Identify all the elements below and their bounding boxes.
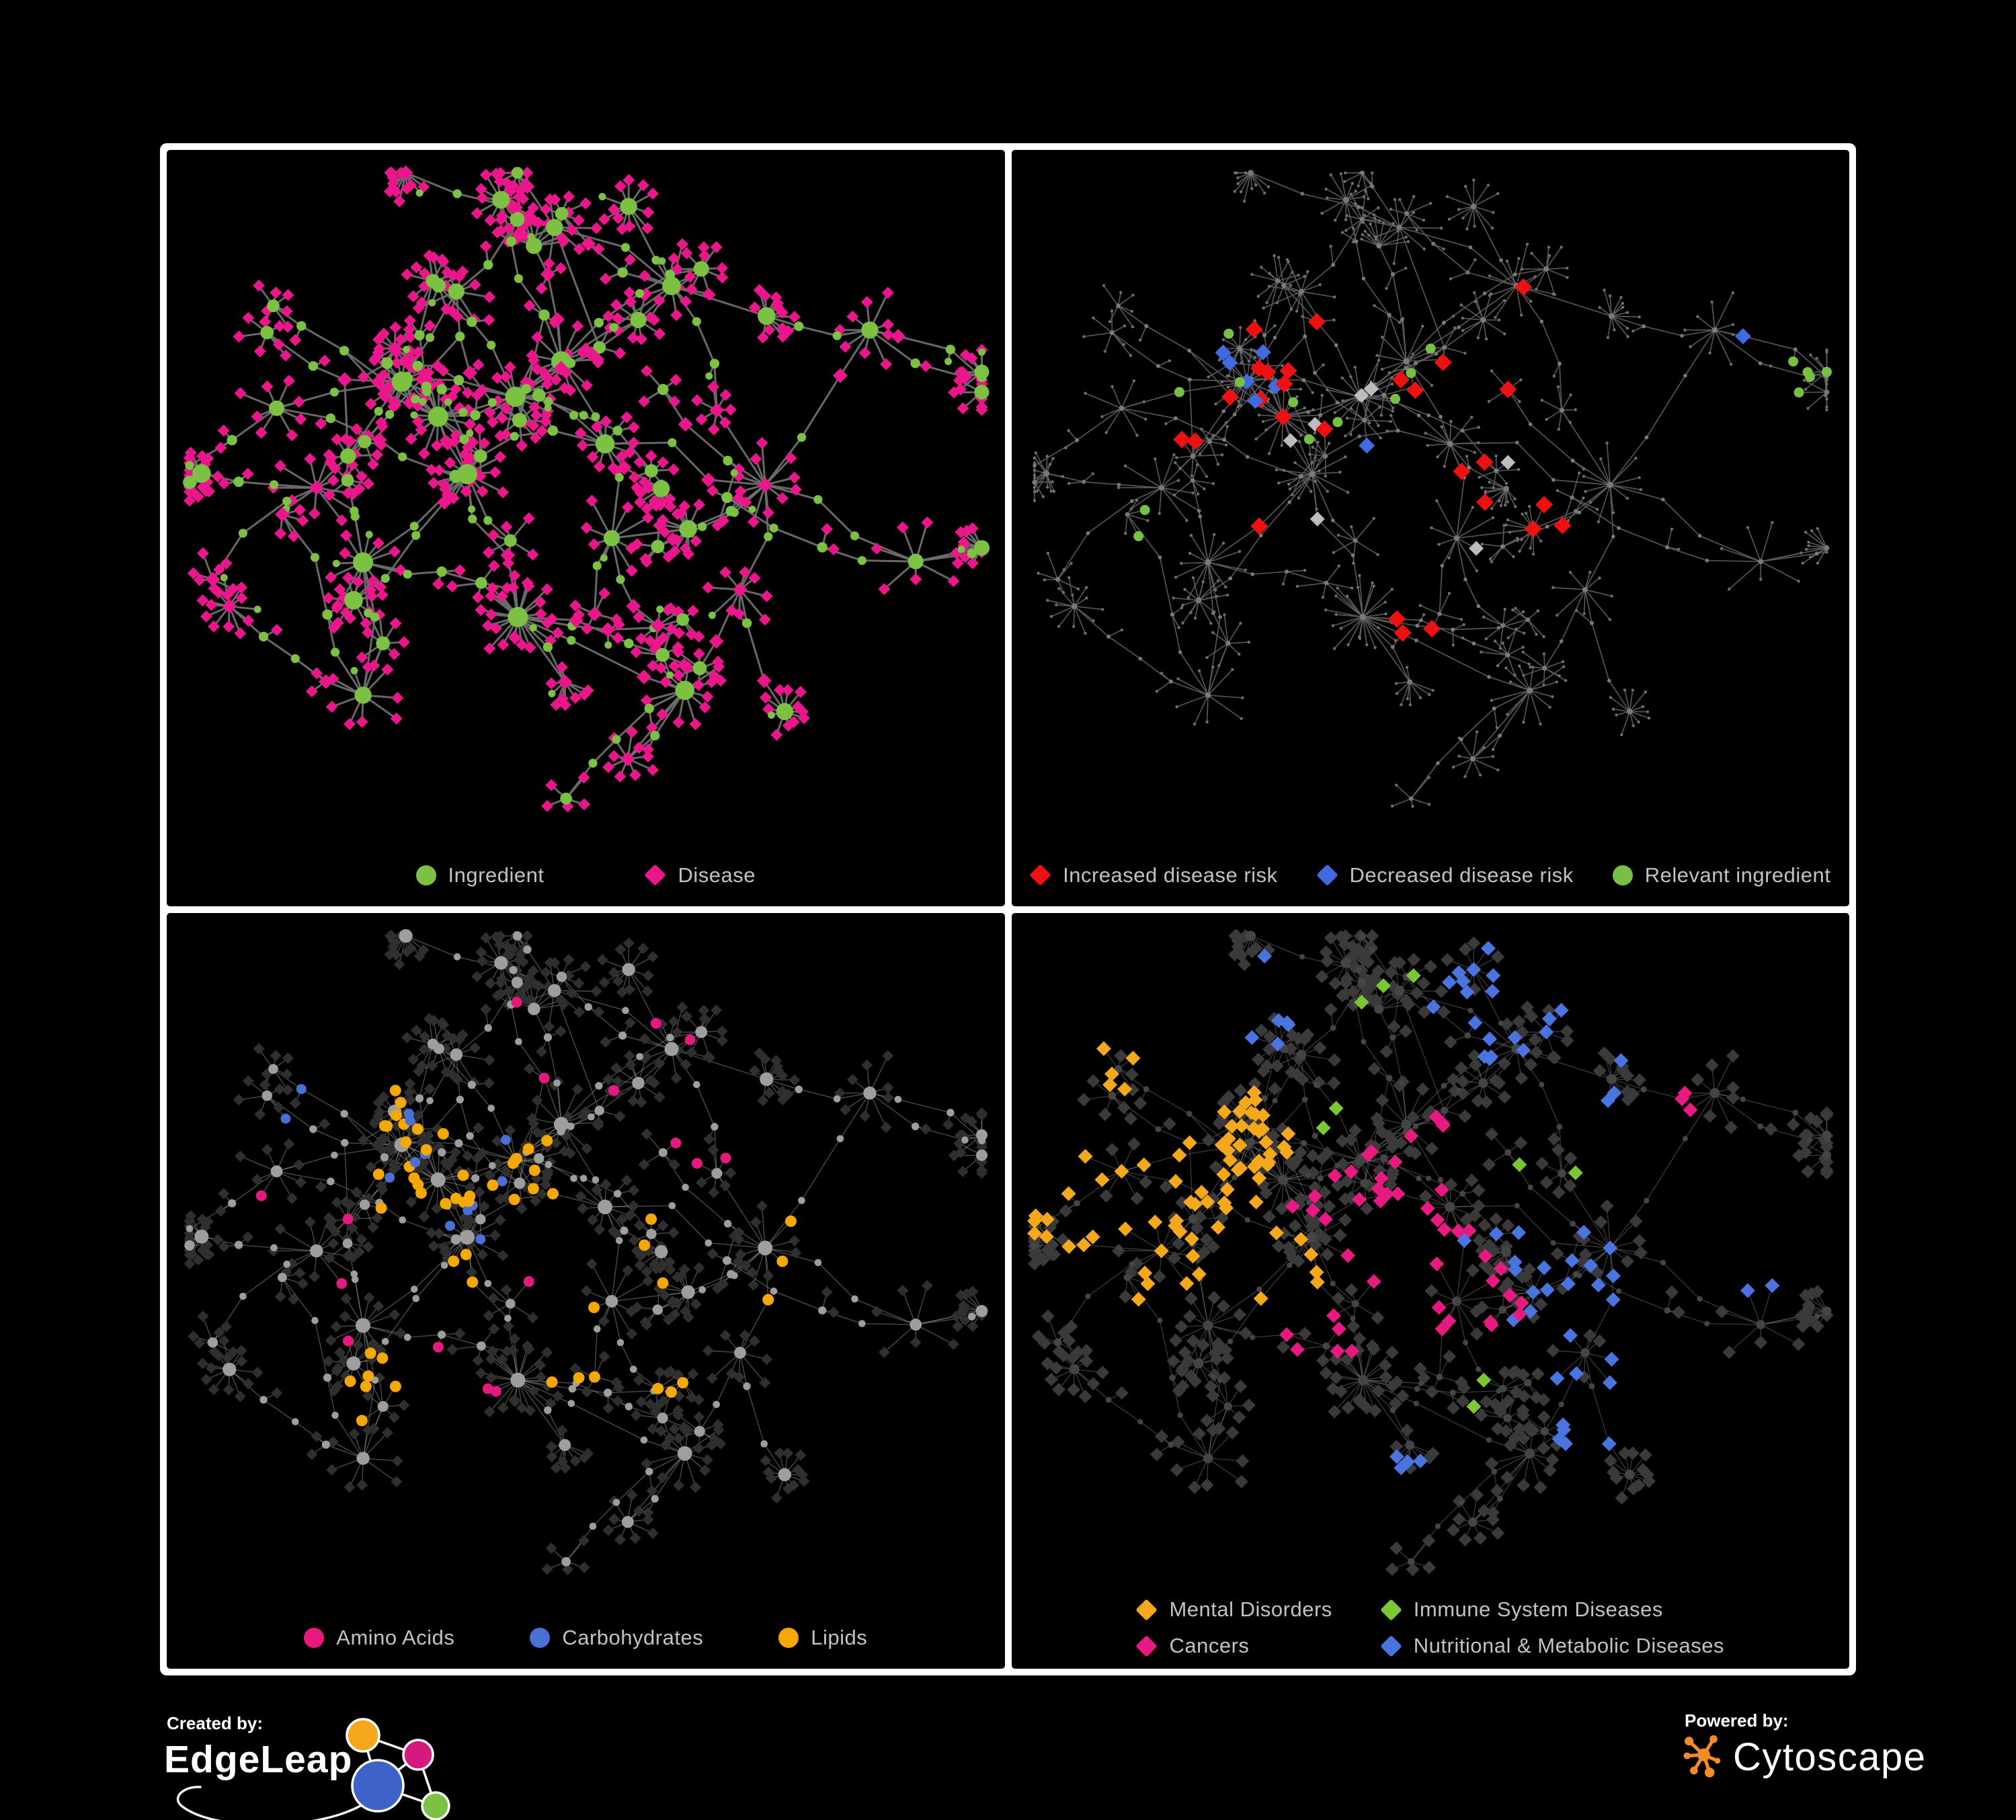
legend-swatch-circle: [304, 1628, 325, 1648]
legend-macronutrients: Amino Acids Carbohydrates Lipids: [167, 1626, 1005, 1650]
legend-swatch-circle: [778, 1628, 799, 1648]
legend-swatch-diamond: [1316, 864, 1338, 886]
legend-disease-categories: Mental Disorders Immune System Diseases Ca…: [1012, 1597, 1850, 1658]
edgeleap-brand-text: EdgeLeap: [164, 1738, 353, 1781]
edgeleap-logo: [176, 1718, 450, 1820]
legend-label: Relevant ingredient: [1644, 863, 1831, 887]
legend-item: Amino Acids: [304, 1626, 454, 1650]
edgeleap-node-orange: [346, 1718, 380, 1753]
cytoscape-brand-text: Cytoscape: [1733, 1735, 1927, 1779]
highlighted-nodes: [1026, 940, 1779, 1475]
legend-label: Carbohydrates: [562, 1626, 704, 1649]
legend-label: Lipids: [811, 1626, 868, 1649]
legend-label: Cancers: [1169, 1634, 1250, 1657]
legend-label: Increased disease risk: [1063, 863, 1278, 887]
legend-label: Ingredient: [448, 863, 545, 887]
legend-label: Disease: [678, 863, 756, 887]
created-by-label: Created by:: [167, 1713, 264, 1733]
network-graph-disease-categories: [1026, 928, 1833, 1576]
legend-swatch-circle: [1612, 865, 1633, 885]
legend-item: Lipids: [778, 1626, 867, 1650]
legend-disease-risk: Increased disease risk Decreased disease …: [1012, 863, 1850, 887]
legend-item: Cancers: [1135, 1634, 1332, 1658]
panel-macronutrients: Amino Acids Carbohydrates Lipids: [167, 912, 1005, 1669]
powered-by-label: Powered by:: [1685, 1710, 1789, 1731]
network-graph-ingredient-disease: [183, 165, 990, 813]
legend-ingredient-disease: Ingredient Disease: [167, 863, 1005, 887]
legend-item: Immune System Diseases: [1380, 1597, 1724, 1622]
network-graph-disease-risk: [1031, 169, 1832, 808]
legend-label: Immune System Diseases: [1413, 1597, 1663, 1621]
panel-grid: Ingredient Disease Increased disease risk…: [160, 143, 1856, 1675]
legend-swatch-diamond: [1029, 864, 1051, 886]
legend-item: Mental Disorders: [1135, 1597, 1332, 1622]
edgeleap-node-pink: [402, 1739, 434, 1771]
highlighted-nodes: [255, 996, 797, 1426]
edgeleap-node-green: [421, 1791, 450, 1820]
legend-swatch-diamond: [1380, 1634, 1402, 1657]
powered-by-block: Powered by: Cytoscape: [1679, 1710, 1995, 1811]
network-graph-macronutrients: [184, 928, 988, 1575]
legend-item: Decreased disease risk: [1316, 863, 1574, 887]
legend-item: Carbohydrates: [530, 1626, 703, 1650]
legend-swatch-diamond: [1135, 1598, 1158, 1621]
legend-item: Ingredient: [415, 863, 545, 887]
edgeleap-node-blue: [351, 1759, 405, 1813]
legend-swatch-circle: [415, 865, 436, 885]
legend-swatch-circle: [530, 1628, 551, 1648]
legend-swatch-diamond: [1380, 1598, 1402, 1621]
legend-label: Nutritional & Metabolic Diseases: [1413, 1634, 1725, 1657]
panel-disease-categories: Mental Disorders Immune System Diseases Ca…: [1011, 912, 1850, 1669]
cytoscape-logo: [1683, 1735, 1721, 1778]
edgeleap-swoosh: [176, 1786, 368, 1820]
legend-swatch-diamond: [1135, 1634, 1158, 1657]
legend-swatch-diamond: [644, 864, 667, 886]
legend-item: Nutritional & Metabolic Diseases: [1380, 1634, 1725, 1658]
legend-label: Mental Disorders: [1169, 1597, 1332, 1621]
legend-label: Decreased disease risk: [1349, 863, 1574, 887]
legend-label: Amino Acids: [336, 1626, 455, 1649]
panel-ingredient-disease: Ingredient Disease: [167, 150, 1005, 906]
legend-item: Disease: [644, 863, 756, 887]
created-by-block: Created by: EdgeLeap: [161, 1713, 545, 1820]
legend-item: Relevant ingredient: [1612, 863, 1831, 887]
panel-disease-risk: Increased disease risk Decreased disease …: [1011, 150, 1850, 906]
legend-item: Increased disease risk: [1029, 863, 1278, 887]
